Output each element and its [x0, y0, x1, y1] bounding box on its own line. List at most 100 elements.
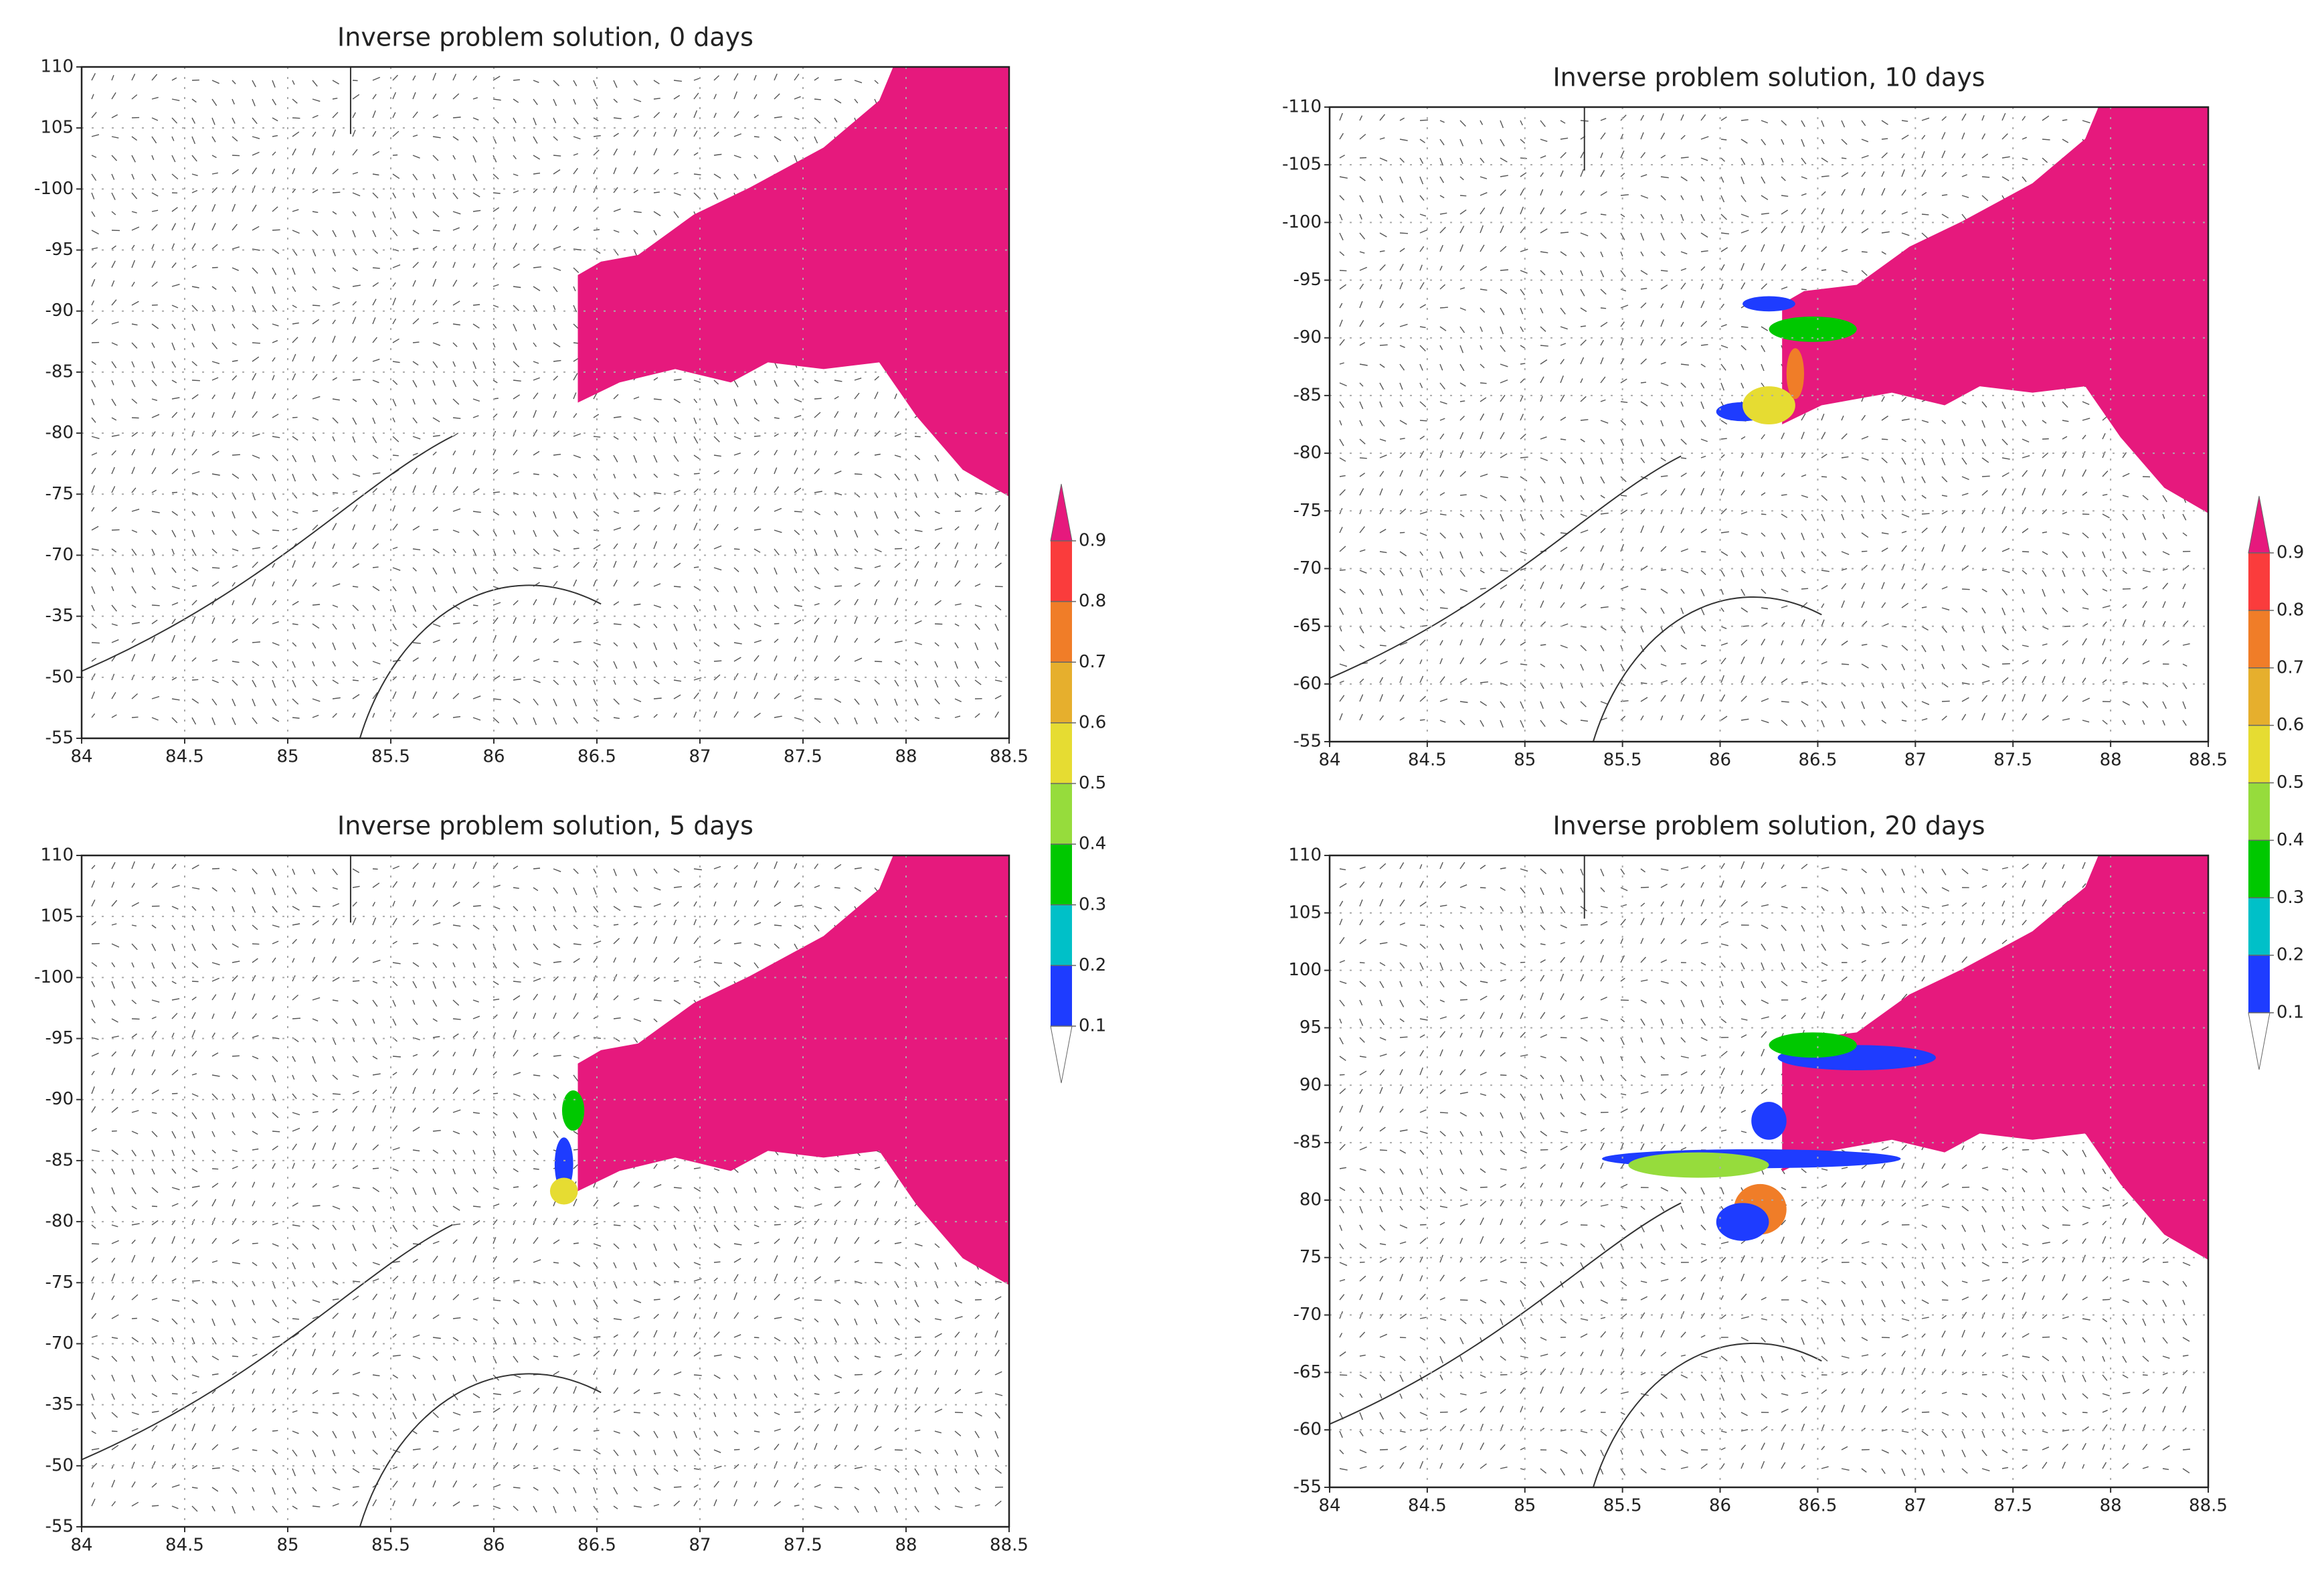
tracer-gradient [554, 1137, 573, 1191]
colorbar-band [1051, 965, 1072, 1026]
colorbar-band [1051, 904, 1072, 966]
colorbar-under [2248, 1012, 2270, 1070]
y-tick-label: 90 [1300, 1075, 1322, 1095]
y-tick-label: -80 [1293, 443, 1322, 463]
panel-title: Inverse problem solution, 20 days [1552, 811, 1985, 841]
colorbar-label: 0.9 [1079, 531, 1106, 551]
map-panel: 84 84.5 85 85.5 86 86.5 87 87.5 88 88.5 110 105 100 9… [1288, 811, 2228, 1516]
y-tick-label: -55 [46, 1517, 74, 1537]
coastline [1329, 855, 1822, 1488]
colorbar-band [2248, 610, 2270, 668]
x-tick-label: 86 [1709, 1496, 1731, 1516]
colorbar-band [1051, 601, 1072, 663]
x-tick-label: 88.5 [990, 747, 1029, 767]
x-tick-label: 86.5 [1798, 750, 1837, 770]
y-tick-label: -35 [46, 1394, 74, 1414]
colorbar: 0.1 0.2 0.3 0.4 0.5 0.6 0.7 0.8 0.9 [2248, 495, 2304, 1070]
y-tick-label: -35 [46, 606, 74, 626]
y-tick-label: -75 [46, 484, 74, 504]
colorbar-label: 0.7 [2276, 657, 2304, 677]
x-tick-label: 84.5 [1408, 1496, 1447, 1516]
colorbar-band [1051, 722, 1072, 784]
y-tick-label: 105 [1288, 902, 1322, 922]
colorbar-band [1051, 541, 1072, 602]
x-tick-label: 86 [482, 747, 505, 767]
y-tick-label: -90 [1293, 327, 1322, 347]
colorbar-band [1051, 783, 1072, 845]
y-tick-label: -70 [46, 1333, 74, 1353]
x-tick-label: 85 [1514, 1496, 1536, 1516]
map-panel: 84 84.5 85 85.5 86 86.5 87 87.5 88 88.5 110 105 -100… [34, 811, 1029, 1556]
colorbar-label: 0.5 [1079, 773, 1106, 793]
x-tick-label: 85 [1514, 750, 1536, 770]
y-tick-label: -90 [46, 1089, 74, 1109]
map-panel: 84 84.5 85 85.5 86 86.5 87 87.5 88 88.5 -110 -105 -1… [1282, 63, 2228, 770]
y-tick-label: -100 [1282, 212, 1322, 232]
y-tick-label: -80 [46, 1212, 74, 1232]
colorbar-band [1051, 844, 1072, 905]
x-tick-label: 87.5 [784, 1536, 822, 1556]
x-tick-label: 88.5 [990, 1536, 1029, 1556]
x-tick-label: 84.5 [165, 747, 204, 767]
colorbar-band [2248, 725, 2270, 783]
x-tick-label: 88.5 [2189, 750, 2228, 770]
x-tick-label: 88 [895, 1536, 917, 1556]
colorbar-label: 0.3 [2276, 888, 2304, 908]
x-tick-label: 84.5 [1408, 750, 1447, 770]
colorbar-label: 0.1 [1079, 1016, 1106, 1036]
coastline [81, 67, 602, 739]
y-tick-label: -70 [1293, 1305, 1322, 1325]
colorbar-label: 0.5 [2276, 772, 2304, 793]
panel-frame [1328, 106, 2210, 743]
x-tick-label: 86 [1709, 750, 1731, 770]
x-tick-label: 86.5 [577, 1536, 616, 1556]
x-tick-label: 84 [1318, 1496, 1340, 1516]
colorbar-label: 0.8 [1079, 591, 1106, 611]
y-tick-label: -75 [1293, 501, 1322, 521]
y-tick-label: -85 [1293, 1133, 1322, 1153]
colorbar-label: 0.1 [2276, 1003, 2304, 1023]
panel-frame [1328, 854, 2210, 1489]
y-tick-label: 110 [40, 845, 74, 865]
colorbar-label: 0.4 [2276, 830, 2304, 850]
y-tick-label: -65 [1293, 616, 1322, 636]
x-tick-label: 87 [689, 1536, 711, 1556]
y-tick-label: -60 [1293, 673, 1322, 693]
x-tick-label: 86 [482, 1536, 505, 1556]
colorbar-band [1051, 662, 1072, 723]
colorbar: 0.1 0.2 0.3 0.4 0.5 0.6 0.7 0.8 0.9 [1050, 483, 1106, 1084]
x-tick-label: 84 [1318, 750, 1340, 770]
y-tick-label: -50 [46, 1455, 74, 1475]
x-tick-label: 88.5 [2189, 1496, 2228, 1516]
x-tick-label: 84.5 [165, 1536, 204, 1556]
tracer-gradient [1751, 1102, 1787, 1140]
tracer-gradient [1742, 296, 1795, 312]
colorbar-band [2248, 898, 2270, 956]
y-tick-label: 110 [40, 57, 74, 77]
y-tick-label: -70 [46, 545, 74, 565]
tracer-gradient [1716, 1203, 1769, 1241]
tracer-gradient [1628, 1152, 1769, 1178]
tracer-field [577, 855, 1009, 1285]
y-tick-label: -105 [1282, 155, 1322, 175]
y-tick-label: -60 [1293, 1420, 1322, 1440]
colorbar-label: 0.8 [2276, 600, 2304, 620]
y-tick-label: -65 [1293, 1362, 1322, 1382]
panel-frame [80, 66, 1010, 740]
x-tick-label: 88 [895, 747, 917, 767]
x-tick-label: 85.5 [371, 1536, 410, 1556]
colorbar-label: 0.2 [1079, 955, 1106, 975]
y-tick-label: -100 [34, 179, 74, 199]
colorbar-band [2248, 840, 2270, 898]
y-tick-label: 75 [1300, 1247, 1322, 1267]
y-tick-label: -100 [34, 967, 74, 987]
colorbar-under [1050, 1025, 1073, 1084]
tracer-field [1782, 107, 2208, 513]
map-panel: 84 84.5 85 85.5 86 86.5 87 87.5 88 88.5 110 105 -100… [34, 23, 1029, 767]
y-tick-label: 100 [1288, 960, 1322, 980]
x-tick-label: 87 [689, 747, 711, 767]
y-tick-label: 80 [1300, 1189, 1322, 1210]
x-tick-label: 87 [1904, 750, 1927, 770]
y-tick-label: 105 [40, 118, 74, 138]
x-tick-label: 84 [70, 1536, 92, 1556]
